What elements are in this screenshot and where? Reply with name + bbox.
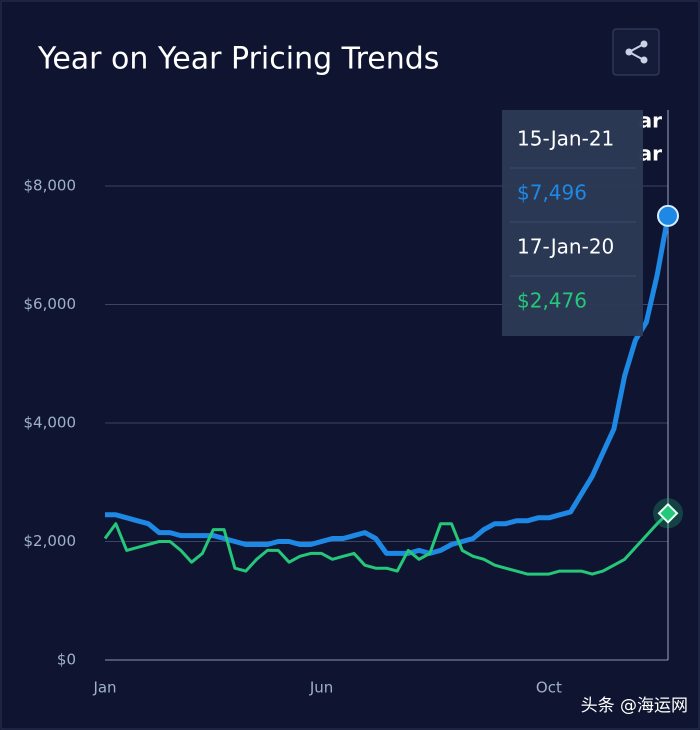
y-tick-label: $6,000 [24, 295, 77, 313]
end-marker [657, 502, 679, 524]
x-tick-label: Jan [92, 679, 116, 697]
series-line [105, 215, 671, 556]
legend-fragment: ar [639, 109, 662, 133]
share-button[interactable] [612, 28, 660, 76]
x-tick-label: Jun [309, 679, 333, 697]
share-icon [626, 43, 645, 61]
y-tick-label: $8,000 [24, 177, 77, 195]
share-box[interactable] [612, 28, 660, 76]
tooltip-box [502, 110, 643, 336]
chart-title: Year on Year Pricing Trends [37, 42, 439, 77]
tooltip-date: 15-Jan-21 [517, 127, 614, 151]
watermark: 头条 @海运网 [581, 696, 688, 716]
y-tick-label: $4,000 [24, 414, 77, 432]
x-tick-label: Oct [536, 679, 562, 697]
series-line [103, 512, 670, 576]
y-tick-label: $2,000 [24, 532, 77, 550]
legend-fragment: ar [639, 142, 662, 166]
tooltip-value: $7,496 [517, 181, 587, 205]
tooltip-value: $2,476 [517, 289, 587, 313]
y-tick-label: $0 [57, 651, 76, 669]
end-marker [657, 204, 679, 227]
tooltip-date: 17-Jan-20 [517, 235, 614, 259]
